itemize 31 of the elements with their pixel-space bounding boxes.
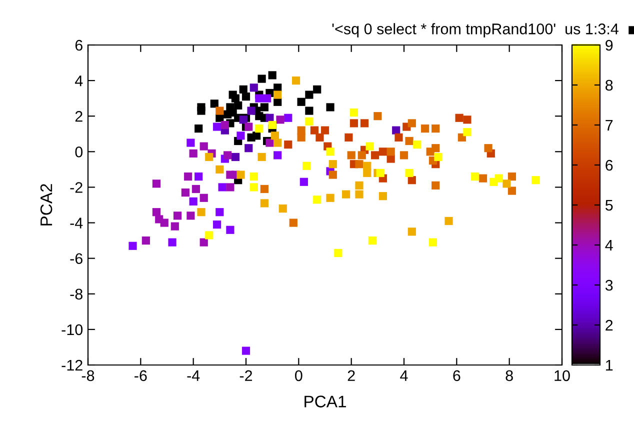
y-tick-label: 4 bbox=[74, 76, 83, 86]
x-axis-title: PCA1 bbox=[304, 396, 346, 408]
color-bar-label: 6 bbox=[606, 160, 613, 171]
y-tick-label: -4 bbox=[70, 218, 83, 228]
x-tick-label: -4 bbox=[187, 370, 200, 381]
color-bar-label: 7 bbox=[606, 120, 613, 131]
x-tick-label: -2 bbox=[240, 370, 252, 381]
x-tick-label: 4 bbox=[400, 370, 408, 381]
x-tick-label: 10 bbox=[554, 370, 570, 382]
y-tick-label: 2 bbox=[75, 110, 82, 122]
x-tick-label: 8 bbox=[506, 370, 513, 382]
y-tick-label: -8 bbox=[70, 288, 82, 300]
y-tick-label: 0 bbox=[75, 146, 83, 158]
x-tick-label: -6 bbox=[134, 370, 147, 382]
x-tick-label: 0 bbox=[295, 370, 302, 382]
y-axis-title: PCA2 bbox=[40, 184, 52, 226]
color-bar-label: 1 bbox=[606, 360, 613, 371]
color-bar-label: 4 bbox=[605, 240, 613, 251]
color-bar-label: 5 bbox=[605, 200, 613, 211]
color-bar-label: 3 bbox=[605, 280, 613, 291]
y-tick-label: -12 bbox=[62, 360, 82, 371]
color-bar-label: 9 bbox=[606, 40, 613, 51]
color-bar-label: 8 bbox=[606, 80, 613, 91]
x-tick-label: 6 bbox=[453, 370, 460, 382]
y-tick-label: -2 bbox=[70, 182, 82, 193]
y-tick-label: -10 bbox=[62, 324, 83, 336]
y-tick-label: -6 bbox=[70, 253, 82, 264]
legend-label: '<sq 0 select * from tmpRand100' us 1:3:4 bbox=[332, 23, 618, 38]
x-tick-label: 2 bbox=[348, 370, 355, 381]
y-tick-label: 6 bbox=[75, 40, 82, 51]
color-bar-label: 2 bbox=[606, 320, 613, 331]
